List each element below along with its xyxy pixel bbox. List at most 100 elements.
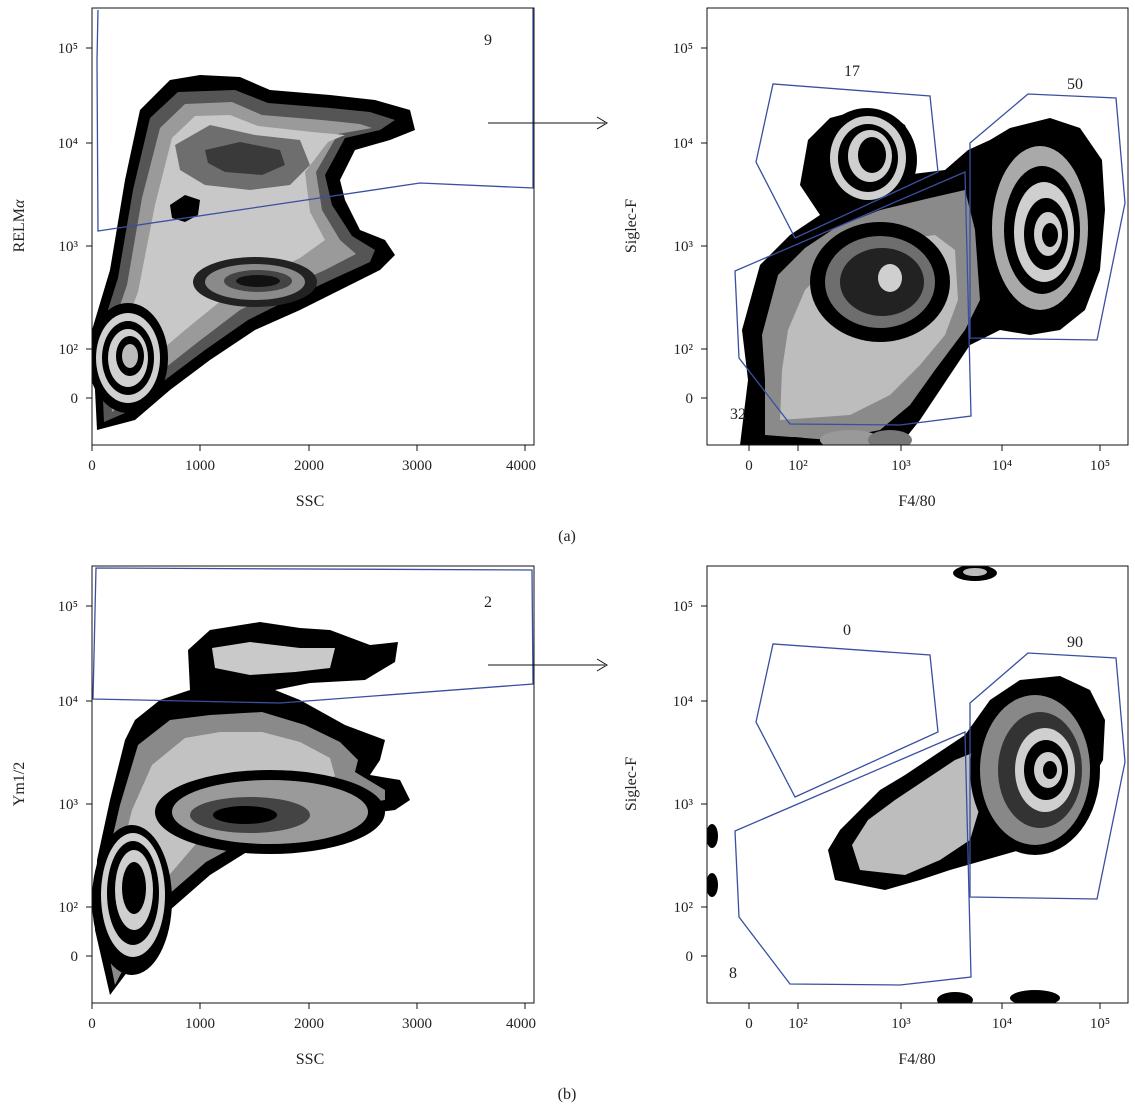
gate-polygon-0 xyxy=(755,643,939,798)
plot-b-right: 0 90 8 xyxy=(706,565,1129,1004)
gate-label-32: 32 xyxy=(730,406,746,423)
gate-polygon-8 xyxy=(734,731,972,986)
gate-polygon-50 xyxy=(969,93,1126,341)
y-axis-label-main: RELM xyxy=(11,208,28,252)
y-tick-label: 0 xyxy=(71,391,79,407)
gate-polygon xyxy=(92,567,534,704)
gating-arrow-b xyxy=(488,658,608,672)
density-zone-4 xyxy=(118,115,345,400)
plot-frame xyxy=(91,7,535,446)
x-tick-label: 0 xyxy=(745,458,753,474)
y-tick-labels: 0 10² 10³ 10⁴ 10⁵ xyxy=(673,41,694,407)
gate-label-9: 9 xyxy=(484,32,492,49)
density-zone-bottom xyxy=(760,437,820,445)
density-zone-center-4 xyxy=(878,264,902,292)
y-axis-label: RELMα xyxy=(11,199,28,252)
density-zone-upper-2 xyxy=(212,642,335,675)
x-tick-label: 10³ xyxy=(891,458,911,474)
y-tick-label: 10³ xyxy=(59,239,79,255)
plot-frame xyxy=(91,565,535,1004)
y-tick-label: 10² xyxy=(59,342,79,358)
x-tick-label: 10² xyxy=(788,1016,808,1032)
y-tick-label: 10⁴ xyxy=(673,694,693,710)
density-zone-right-7 xyxy=(1042,223,1058,247)
axis-ticks xyxy=(701,605,1101,1009)
x-tick-labels: 0 10² 10³ 10⁴ 10⁵ xyxy=(745,458,1110,474)
density-zone-blob xyxy=(963,568,987,576)
plot-b-left: 2 xyxy=(91,565,535,1004)
density-zones xyxy=(92,8,534,430)
y-tick-label: 10⁵ xyxy=(673,599,693,615)
density-zone-blob xyxy=(170,195,200,222)
x-tick-label: 3000 xyxy=(402,1016,432,1032)
density-zone-blob xyxy=(1010,990,1060,1003)
y-tick-label: 10⁵ xyxy=(58,599,78,615)
gate-label-50: 50 xyxy=(1067,76,1083,93)
y-tick-label: 10³ xyxy=(674,797,694,813)
x-tick-label: 1000 xyxy=(185,1016,215,1032)
x-axis-label: F4/80 xyxy=(898,493,935,510)
x-tick-label: 10⁴ xyxy=(992,458,1012,474)
x-axis-label: F4/80 xyxy=(898,1051,935,1068)
x-tick-label: 10³ xyxy=(891,1016,911,1032)
gate-label-2: 2 xyxy=(484,594,492,611)
y-tick-label: 10⁴ xyxy=(58,136,78,152)
y-tick-label: 10² xyxy=(674,900,694,916)
density-zone-low-6 xyxy=(122,344,138,368)
density-zones xyxy=(92,567,534,995)
y-tick-label: 10⁴ xyxy=(58,694,78,710)
density-zone-right-7 xyxy=(1043,761,1057,779)
x-axis-label: SSC xyxy=(296,1051,324,1068)
y-tick-labels: 0 10² 10³ 10⁴ 10⁵ xyxy=(673,599,694,965)
axis-ticks xyxy=(86,47,526,451)
x-tick-label: 10⁴ xyxy=(992,1016,1012,1032)
x-tick-labels: 0 1000 2000 3000 4000 xyxy=(88,1016,536,1032)
panel-label-b: (b) xyxy=(558,1086,577,1103)
density-zones xyxy=(734,83,1126,445)
plot-a-left: 9 xyxy=(91,7,535,446)
x-tick-label: 10⁵ xyxy=(1090,1016,1110,1032)
density-zone-2 xyxy=(852,752,982,875)
x-tick-labels: 0 10² 10³ 10⁴ 10⁵ xyxy=(745,1016,1110,1032)
y-tick-label: 0 xyxy=(71,949,79,965)
gate-polygon-32 xyxy=(734,171,972,426)
gate-label-0: 0 xyxy=(843,622,851,639)
density-zone-blob xyxy=(937,992,973,1003)
axis-ticks xyxy=(86,605,526,1009)
y-axis-label: Ym1/2 xyxy=(11,762,28,806)
y-tick-label: 10³ xyxy=(674,239,694,255)
density-zone-blob xyxy=(707,873,718,897)
y-tick-label: 10² xyxy=(59,900,79,916)
y-tick-label: 10⁴ xyxy=(673,136,693,152)
x-tick-label: 3000 xyxy=(402,458,432,474)
plot-frame xyxy=(706,565,1129,1004)
x-tick-label: 0 xyxy=(745,1016,753,1032)
plot-a-right: 17 50 32 xyxy=(706,7,1129,446)
gate-polygon xyxy=(96,8,534,232)
plot-frame xyxy=(706,7,1129,446)
y-tick-label: 10⁵ xyxy=(58,41,78,57)
gating-arrow-a xyxy=(488,116,608,130)
density-zone-mid-4 xyxy=(236,275,280,287)
gate-label-90: 90 xyxy=(1067,634,1083,651)
x-tick-label: 4000 xyxy=(506,458,536,474)
axis-ticks xyxy=(701,47,1101,451)
x-tick-label: 10² xyxy=(788,458,808,474)
y-tick-label: 0 xyxy=(686,949,694,965)
density-zone-blob xyxy=(707,824,718,848)
density-zone-upper-5 xyxy=(858,137,886,173)
y-tick-label: 10³ xyxy=(59,797,79,813)
x-tick-label: 10⁵ xyxy=(1090,458,1110,474)
x-tick-label: 2000 xyxy=(294,1016,324,1032)
panel-label-a: (a) xyxy=(558,528,576,545)
x-tick-label: 0 xyxy=(88,458,96,474)
density-zones xyxy=(707,566,1126,1003)
y-tick-labels: 0 10² 10³ 10⁴ 10⁵ xyxy=(58,41,79,407)
y-tick-label: 10⁵ xyxy=(673,41,693,57)
density-zone-bottom xyxy=(868,430,912,445)
y-tick-label: 10² xyxy=(674,342,694,358)
y-tick-labels: 0 10² 10³ 10⁴ 10⁵ xyxy=(58,599,79,965)
y-axis-label: Siglec-F xyxy=(623,757,640,811)
x-tick-label: 2000 xyxy=(294,458,324,474)
density-zone-mid-4 xyxy=(213,806,277,824)
